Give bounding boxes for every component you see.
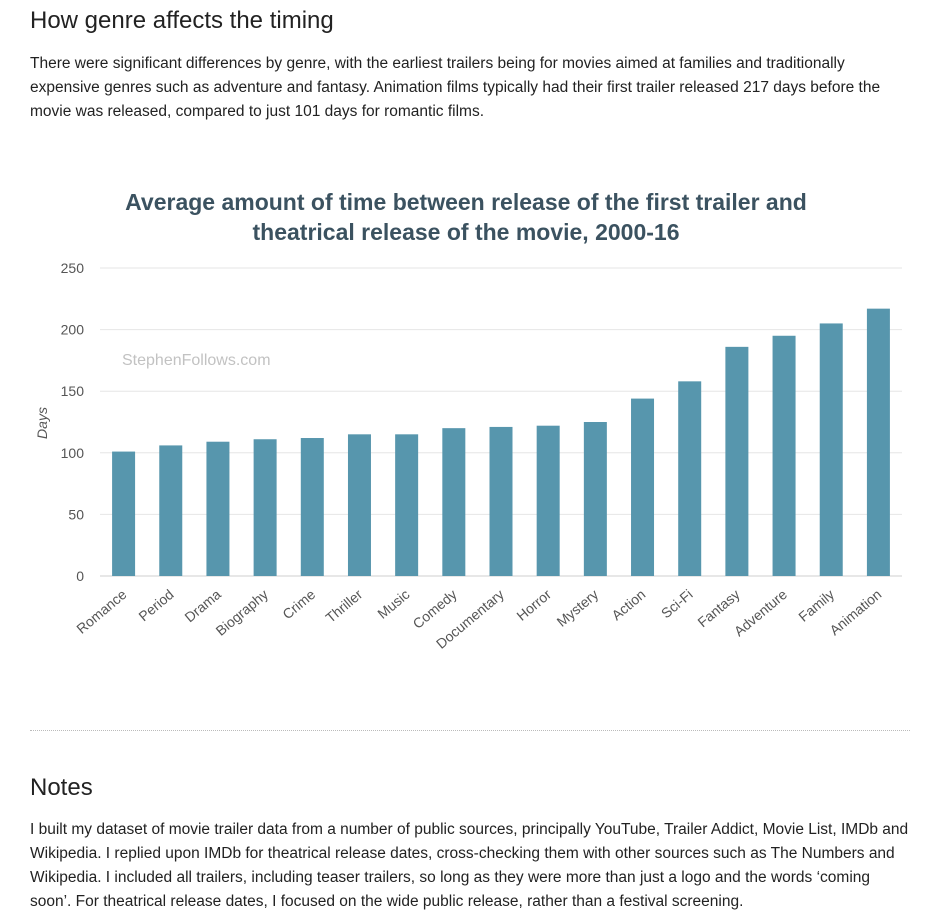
category-label: Crime [279, 586, 318, 622]
bar-adventure [772, 335, 796, 576]
bar-chart: Average amount of time between release o… [34, 189, 902, 652]
y-tick-label: 250 [61, 260, 85, 276]
bar-biography [253, 439, 277, 576]
bar-romance [112, 451, 136, 576]
bar-comedy [442, 428, 466, 576]
bar-animation [866, 308, 890, 576]
bar-music [395, 434, 419, 576]
chart-title-line-2: theatrical release of the movie, 2000-16 [253, 219, 680, 245]
bar-family [819, 323, 843, 576]
bars [112, 308, 890, 576]
y-axis-label: Days [34, 407, 50, 439]
notes-paragraph: I built my dataset of movie trailer data… [30, 821, 909, 910]
bar-documentary [489, 426, 513, 576]
y-tick-label: 0 [76, 568, 84, 584]
bar-thriller [347, 434, 371, 576]
watermark: StephenFollows.com [122, 352, 271, 369]
y-tick-label: 50 [68, 506, 84, 522]
category-label: Drama [181, 586, 224, 625]
category-label: Thriller [322, 586, 365, 626]
bar-sci-fi [678, 381, 702, 576]
category-label: Horror [513, 586, 554, 624]
bar-mystery [583, 422, 607, 576]
category-label: Music [374, 586, 412, 622]
category-label: Romance [73, 586, 129, 637]
y-tick-label: 150 [61, 383, 85, 399]
category-label: Biography [212, 586, 271, 639]
category-label: Animation [826, 586, 884, 638]
section-heading: How genre affects the timing [30, 7, 334, 34]
bar-horror [536, 425, 560, 576]
chart-title-line-1: Average amount of time between release o… [125, 189, 807, 215]
category-label: Sci-Fi [658, 586, 696, 621]
category-label: Family [795, 586, 837, 625]
category-label: Adventure [731, 586, 790, 639]
bar-period [159, 445, 183, 576]
category-label: Action [608, 586, 648, 623]
bar-crime [300, 438, 324, 576]
notes-heading: Notes [30, 774, 93, 801]
category-label: Period [135, 586, 176, 624]
bar-fantasy [725, 346, 749, 576]
y-tick-label: 100 [61, 445, 85, 461]
y-axis-ticks: 0 50 100 150 200 250 [61, 260, 85, 584]
bar-drama [206, 441, 230, 576]
category-label: Mystery [553, 586, 601, 630]
intro-paragraph: There were significant differences by ge… [30, 55, 881, 120]
bar-action [631, 398, 655, 576]
section-divider [30, 730, 910, 731]
y-tick-label: 200 [61, 322, 85, 338]
